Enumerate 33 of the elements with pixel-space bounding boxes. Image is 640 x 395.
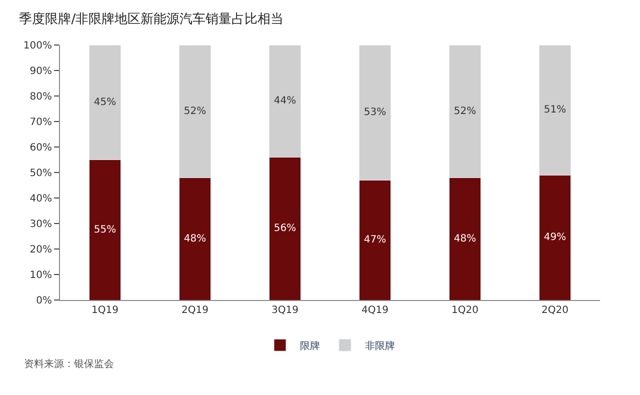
x-tick-label: 2Q20 [542,305,568,316]
x-tick-label: 1Q20 [452,305,478,316]
y-tick-label: 10% [30,270,52,281]
y-tick-label: 0% [36,296,52,306]
data-label: 45% [94,96,116,108]
y-tick-label: 60% [30,142,52,154]
y-tick-label: 40% [30,194,52,204]
chart-title: 季度限牌/非限牌地区新能源汽车销量占比相当 [19,10,284,27]
y-tick-label: 50% [30,168,52,179]
data-label: 56% [274,223,296,234]
y-tick-label: 100% [23,40,52,52]
x-tick-label: 4Q19 [362,305,388,316]
x-tick-label: 1Q19 [92,305,118,316]
legend-label: 限牌 [300,340,320,352]
y-tick-label: 30% [30,219,52,230]
legend-label: 非限牌 [365,340,395,352]
data-label: 51% [544,104,566,116]
y-tick-label: 80% [30,92,52,102]
data-label: 53% [364,107,386,118]
data-label: 44% [274,96,296,107]
y-tick-label: 70% [30,117,52,128]
data-label: 52% [184,106,206,117]
data-label: 47% [364,234,386,246]
data-label: 48% [454,233,476,244]
y-tick-label: 90% [30,66,52,77]
x-tick-label: 2Q19 [182,305,208,316]
x-tick-label: 3Q19 [272,305,298,316]
data-label: 48% [184,233,206,244]
data-label: 55% [94,224,116,236]
text: 资料来源：银保监会 [24,358,114,370]
data-label: 49% [544,232,566,244]
y-tick-label: 20% [30,244,52,256]
data-label: 52% [454,106,476,117]
